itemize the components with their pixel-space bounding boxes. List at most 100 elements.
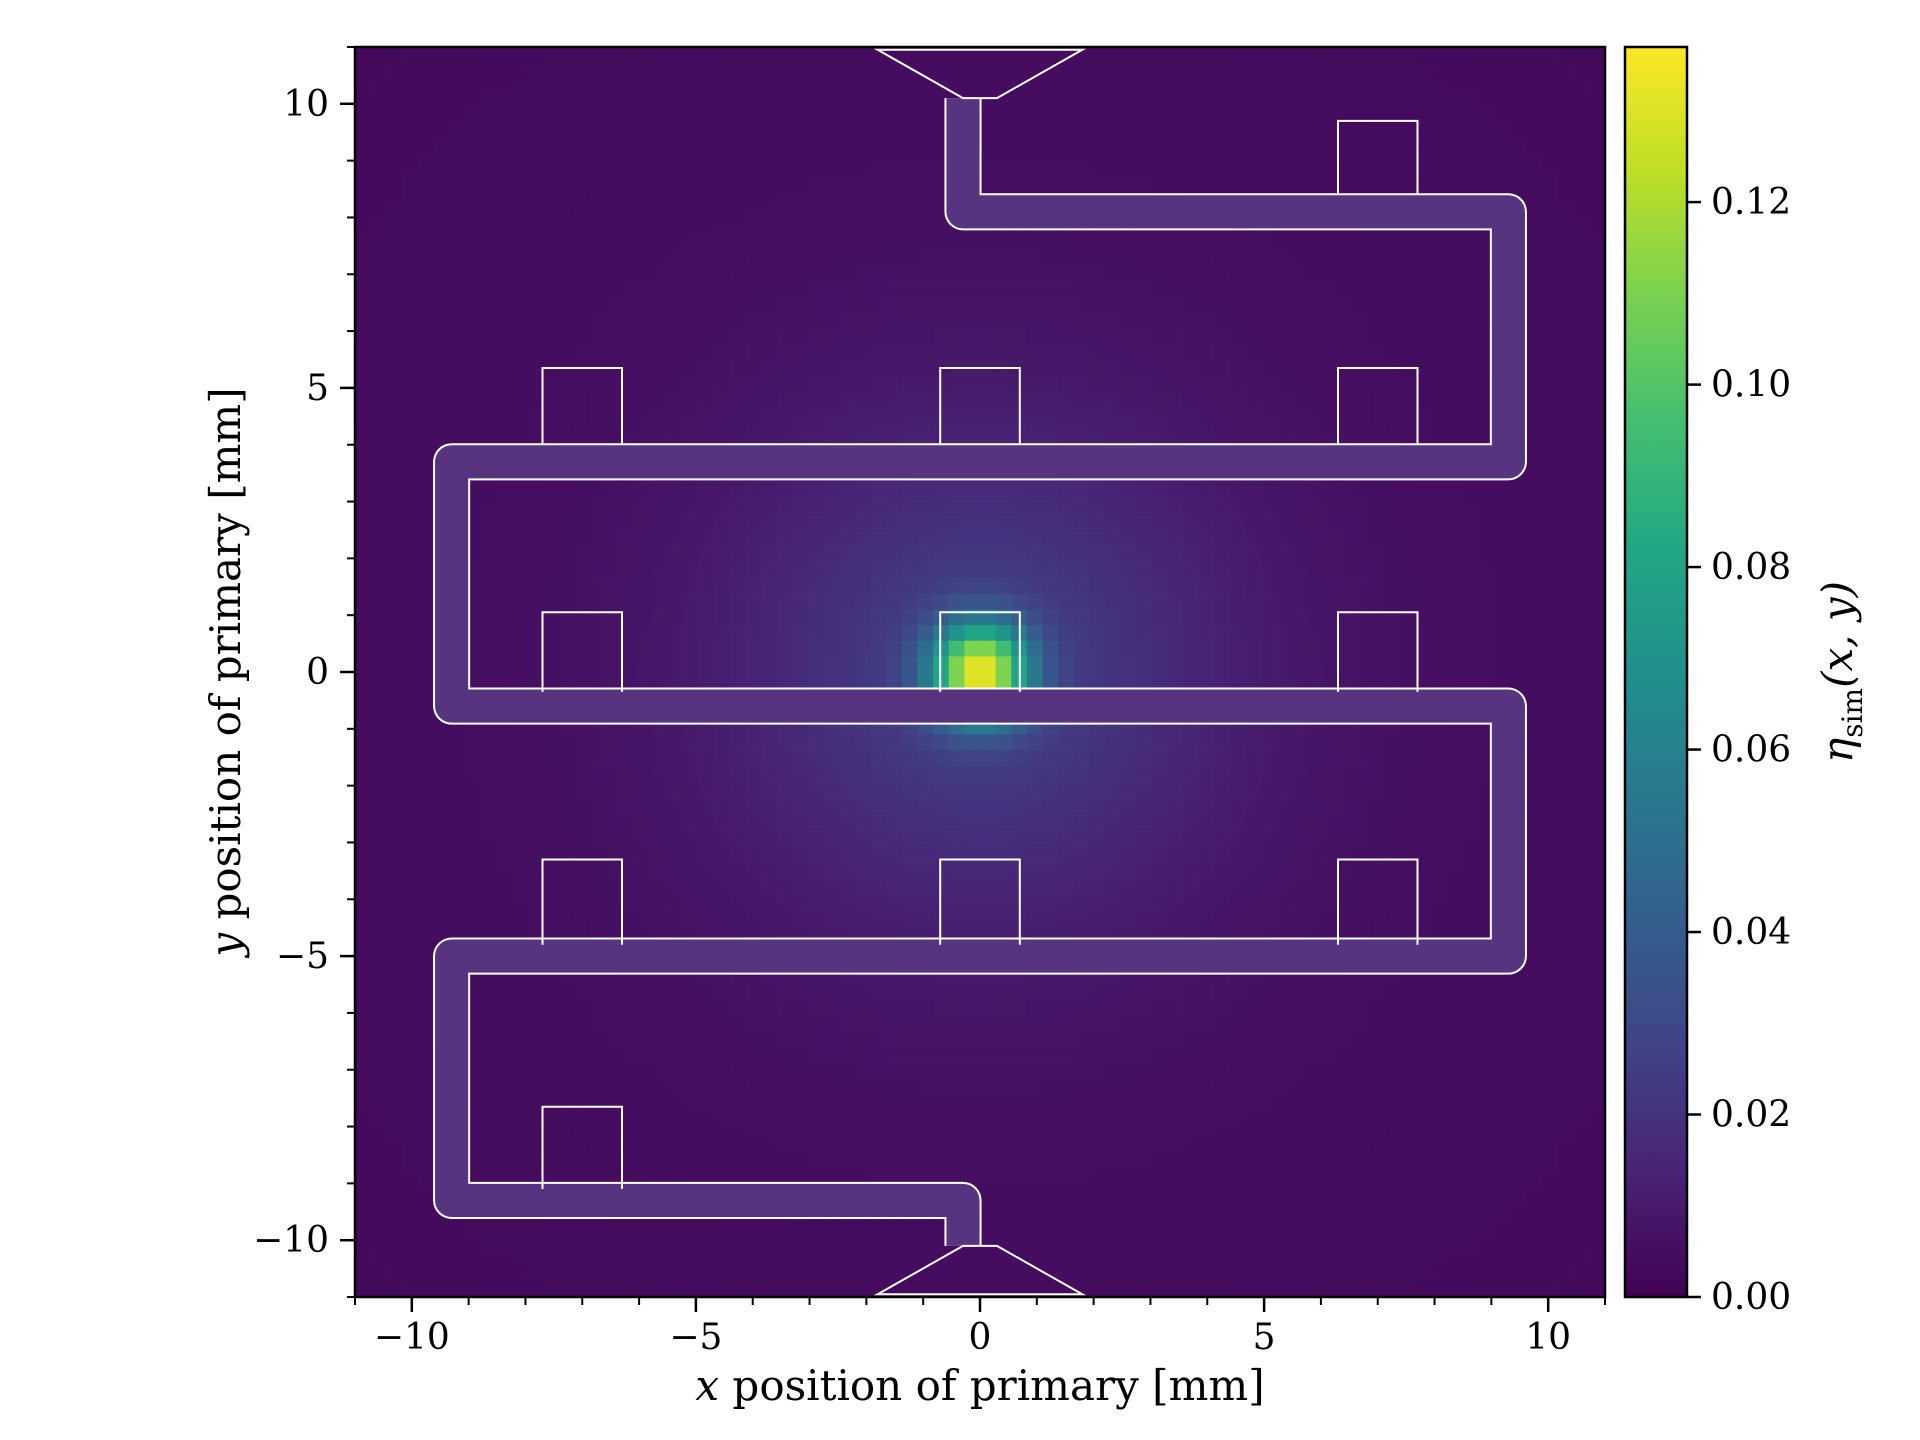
heatmap-cell bbox=[1214, 1000, 1231, 1017]
heatmap-cell bbox=[589, 390, 606, 407]
heatmap-cell bbox=[1433, 765, 1450, 782]
heatmap-cell bbox=[620, 1015, 637, 1032]
heatmap-cell bbox=[1167, 547, 1184, 564]
heatmap-cell bbox=[964, 406, 981, 423]
heatmap-cell bbox=[573, 515, 590, 532]
heatmap-cell bbox=[917, 375, 934, 392]
heatmap-cell bbox=[511, 859, 528, 876]
heatmap-cell bbox=[901, 1015, 919, 1032]
heatmap-cell bbox=[995, 734, 1012, 751]
heatmap-cell bbox=[808, 78, 825, 95]
heatmap-cell bbox=[886, 218, 903, 236]
heatmap-cell bbox=[1511, 984, 1528, 1001]
heatmap-cell bbox=[1105, 93, 1122, 111]
heatmap-cell bbox=[417, 437, 434, 454]
heatmap-cell bbox=[1120, 875, 1137, 892]
heatmap-cell bbox=[1448, 281, 1465, 298]
heatmap-cell bbox=[1370, 172, 1387, 189]
heatmap-cell bbox=[526, 218, 544, 236]
heatmap-cell bbox=[1120, 578, 1137, 595]
heatmap-cell bbox=[1526, 687, 1544, 704]
heatmap-cell bbox=[636, 328, 653, 345]
heatmap-cell bbox=[448, 78, 465, 95]
heatmap-cell bbox=[1526, 953, 1544, 970]
heatmap-cell bbox=[1245, 484, 1262, 501]
heatmap-cell bbox=[1558, 562, 1575, 579]
heatmap-cell bbox=[980, 890, 997, 907]
heatmap-cell bbox=[870, 297, 887, 314]
heatmap-cell bbox=[1339, 797, 1356, 814]
heatmap-cell bbox=[901, 375, 919, 392]
heatmap-cell bbox=[1370, 406, 1387, 423]
heatmap-cell bbox=[1386, 375, 1403, 392]
heatmap-cell bbox=[792, 750, 809, 767]
heatmap-cell bbox=[1401, 390, 1419, 407]
heatmap-cell bbox=[761, 797, 778, 814]
heatmap-cell bbox=[1167, 484, 1184, 501]
heatmap-cell bbox=[636, 312, 653, 329]
heatmap-cell bbox=[448, 828, 465, 845]
heatmap-cell bbox=[401, 828, 419, 845]
heatmap-cell bbox=[1089, 593, 1106, 611]
heatmap-cell bbox=[573, 531, 590, 548]
heatmap-cell bbox=[1542, 156, 1559, 173]
heatmap-cell bbox=[667, 265, 684, 282]
heatmap-cell bbox=[1526, 390, 1544, 407]
heatmap-cell bbox=[651, 297, 669, 314]
heatmap-cell bbox=[698, 250, 715, 267]
heatmap-cell bbox=[401, 203, 419, 220]
heatmap-cell bbox=[1230, 609, 1247, 626]
heatmap-cell bbox=[573, 390, 590, 407]
heatmap-cell bbox=[651, 906, 669, 923]
heatmap-cell bbox=[1542, 312, 1559, 329]
heatmap-cell bbox=[698, 843, 715, 861]
heatmap-cell bbox=[1026, 890, 1044, 907]
heatmap-cell bbox=[1558, 922, 1575, 939]
heatmap-cell bbox=[1120, 750, 1137, 767]
heatmap-cell bbox=[917, 922, 934, 939]
heatmap-cell bbox=[1370, 890, 1387, 907]
heatmap-cell bbox=[573, 765, 590, 782]
heatmap-cell bbox=[839, 328, 856, 345]
heatmap-cell bbox=[761, 312, 778, 329]
heatmap-cell bbox=[605, 640, 622, 657]
heatmap-cell bbox=[1401, 297, 1419, 314]
heatmap-cell bbox=[698, 484, 715, 501]
heatmap-cell bbox=[1089, 390, 1106, 407]
heatmap-cell bbox=[386, 422, 403, 439]
heatmap-cell bbox=[495, 1000, 512, 1017]
heatmap-cell bbox=[1480, 484, 1497, 501]
heatmap-cell bbox=[1011, 343, 1028, 361]
heatmap-cell bbox=[1230, 234, 1247, 251]
heatmap-cell bbox=[933, 656, 950, 673]
heatmap-cell bbox=[1120, 906, 1137, 923]
heatmap-cell bbox=[636, 859, 653, 876]
heatmap-cell bbox=[1386, 672, 1403, 689]
heatmap-cell bbox=[386, 656, 403, 673]
heatmap-cell bbox=[464, 47, 481, 64]
heatmap-cell bbox=[1542, 812, 1559, 829]
heatmap-cell bbox=[558, 640, 575, 657]
heatmap-cell bbox=[1292, 890, 1309, 907]
heatmap-cell bbox=[1417, 640, 1434, 657]
heatmap-cell bbox=[355, 375, 372, 392]
heatmap-cell bbox=[1058, 562, 1075, 579]
heatmap-cell bbox=[1573, 797, 1590, 814]
heatmap-cell bbox=[1401, 672, 1419, 689]
heatmap-cell bbox=[1276, 843, 1294, 861]
heatmap-cell bbox=[448, 406, 465, 423]
heatmap-cell bbox=[417, 922, 434, 939]
heatmap-cell bbox=[776, 609, 794, 626]
heatmap-cell bbox=[886, 93, 903, 111]
heatmap-cell bbox=[417, 672, 434, 689]
heatmap-cell bbox=[1198, 640, 1215, 657]
heatmap-cell bbox=[526, 875, 544, 892]
heatmap-cell bbox=[1448, 890, 1465, 907]
heatmap-cell bbox=[589, 343, 606, 361]
heatmap-cell bbox=[1245, 984, 1262, 1001]
heatmap-cell bbox=[980, 656, 997, 673]
heatmap-cell bbox=[1323, 281, 1340, 298]
heatmap-cell bbox=[620, 922, 637, 939]
heatmap-cell bbox=[698, 359, 715, 376]
heatmap-cell bbox=[636, 265, 653, 282]
